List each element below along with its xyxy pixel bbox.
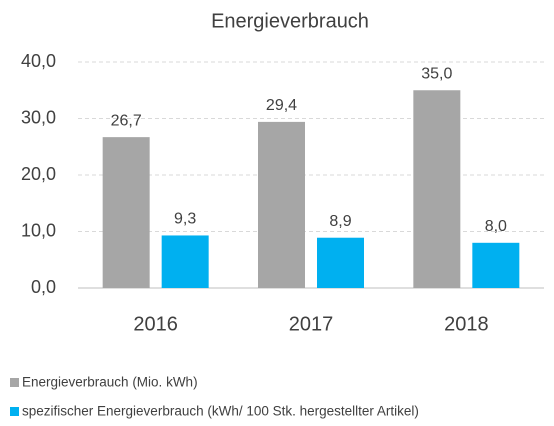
x-tick-label: 2017 — [289, 313, 334, 335]
legend-label: Energieverbrauch (Mio. kWh) — [22, 375, 198, 390]
value-label: 9,3 — [174, 211, 196, 228]
x-tick-label: 2016 — [133, 313, 178, 335]
bar — [161, 235, 209, 288]
value-label: 8,0 — [485, 218, 507, 235]
value-label: 26,7 — [111, 112, 142, 129]
bar — [413, 90, 461, 288]
chart-title: Energieverbrauch — [211, 10, 369, 32]
x-tick-label: 2018 — [444, 313, 489, 335]
value-label: 29,4 — [266, 97, 297, 114]
bar — [317, 237, 364, 288]
legend-label: spezifischer Energieverbrauch (kWh/ 100 … — [22, 404, 419, 419]
y-tick-label: 20,0 — [21, 164, 56, 184]
bar — [472, 242, 520, 288]
y-tick-label: 30,0 — [21, 107, 56, 127]
value-label: 8,9 — [329, 213, 351, 230]
bar — [102, 137, 150, 288]
y-tick-label: 10,0 — [21, 220, 56, 240]
value-label: 35,0 — [421, 65, 452, 82]
y-tick-label: 0,0 — [31, 277, 56, 297]
y-tick-label: 40,0 — [21, 51, 56, 71]
legend-swatch — [10, 407, 19, 416]
legend-swatch — [10, 378, 19, 387]
bar — [258, 121, 305, 288]
